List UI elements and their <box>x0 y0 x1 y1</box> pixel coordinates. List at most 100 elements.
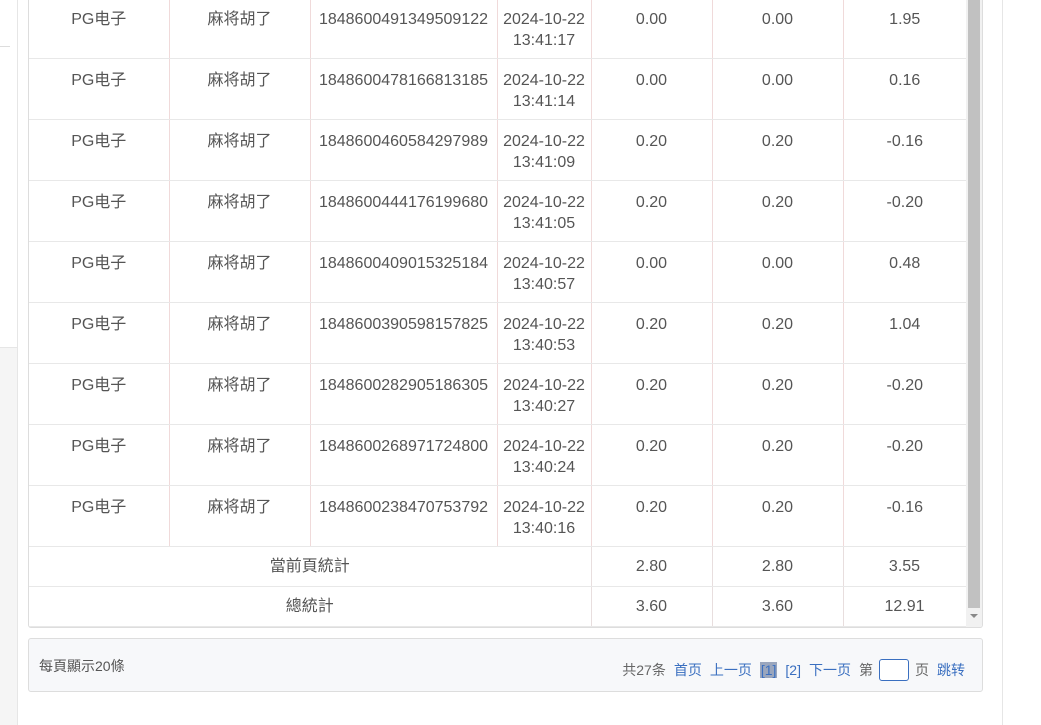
game-cell-text: 麻将胡了 <box>207 499 272 516</box>
valid-bet-cell: 0.00 <box>712 58 844 120</box>
goto-page-input[interactable] <box>879 659 909 681</box>
bet-amount-cell-text: 0.00 <box>635 72 668 89</box>
date-text: 2024-10-22 <box>503 499 585 516</box>
game-cell-text: 麻将胡了 <box>207 438 272 455</box>
platform-cell-text: PG电子 <box>71 194 127 211</box>
datetime-cell: 2024-10-22 13:40:27 <box>497 363 592 425</box>
table-row: PG电子 麻将胡了 1848600444176199680 2024-10-22 13:… <box>29 180 966 242</box>
bet-id-cell-text: 1848600478166813185 <box>318 72 489 89</box>
prev-page-link[interactable]: 上一页 <box>709 662 752 678</box>
win-loss-cell-text: 0.16 <box>889 72 921 89</box>
bet-id-cell: 1848600478166813185 <box>310 58 498 120</box>
date-text: 2024-10-22 <box>503 194 585 211</box>
bet-amount-cell-text: 0.20 <box>635 133 668 150</box>
bet-id-cell-text: 1848600460584297989 <box>318 133 489 150</box>
date-text: 2024-10-22 <box>503 11 585 28</box>
date-text: 2024-10-22 <box>503 377 585 394</box>
bet-id-cell-text: 1848600409015325184 <box>318 255 489 272</box>
bet-amount-cell-text: 0.00 <box>635 11 668 28</box>
page-1-link[interactable]: [1] <box>759 662 778 678</box>
page-summary-valid: 2.80 <box>712 546 844 587</box>
win-loss-cell: 1.95 <box>843 0 966 59</box>
vertical-scrollbar[interactable] <box>966 0 982 627</box>
bet-id-cell-text: 1848600491349509122 <box>318 11 489 28</box>
bet-id-cell-text: 1848600282905186305 <box>318 377 489 394</box>
game-cell: 麻将胡了 <box>169 119 311 181</box>
platform-cell: PG电子 <box>29 119 170 181</box>
valid-bet-cell: 0.00 <box>712 0 844 59</box>
platform-cell: PG电子 <box>29 302 170 364</box>
table-row: PG电子 麻将胡了 1848600238470753792 2024-10-22 13:… <box>29 485 966 547</box>
table-row: PG电子 麻将胡了 1848600478166813185 2024-10-22 13:… <box>29 58 966 120</box>
bet-amount-cell: 0.20 <box>591 485 713 547</box>
win-loss-cell: -0.20 <box>843 180 966 242</box>
total-summary-result: 12.91 <box>843 586 967 627</box>
date-text: 2024-10-22 <box>503 438 585 455</box>
valid-bet-cell-text: 0.20 <box>761 377 794 394</box>
valid-bet-cell-text: 0.00 <box>761 255 794 272</box>
game-cell: 麻将胡了 <box>169 58 311 120</box>
platform-cell: PG电子 <box>29 485 170 547</box>
game-cell: 麻将胡了 <box>169 485 311 547</box>
time-text: 13:40:27 <box>512 398 576 415</box>
bet-records-table-container: PG电子 麻将胡了 1848600491349509122 2024-10-22 13:… <box>28 0 983 628</box>
date-text: 2024-10-22 <box>503 72 585 89</box>
date-text: 2024-10-22 <box>503 133 585 150</box>
right-divider <box>1002 0 1003 725</box>
table-row: PG电子 麻将胡了 1848600268971724800 2024-10-22 13:… <box>29 424 966 486</box>
left-panel <box>0 0 18 725</box>
scrollbar-thumb[interactable] <box>968 0 980 608</box>
time-text: 13:41:14 <box>512 93 576 110</box>
win-loss-cell-text: -0.20 <box>886 194 923 211</box>
scroll-down-arrow-icon[interactable] <box>970 614 978 618</box>
win-loss-cell-text: -0.20 <box>886 438 923 455</box>
bet-id-cell: 1848600491349509122 <box>310 0 498 59</box>
win-loss-cell-text: -0.16 <box>886 499 923 516</box>
valid-bet-cell-text: 0.20 <box>761 438 794 455</box>
bet-id-cell: 1848600390598157825 <box>310 302 498 364</box>
jump-button[interactable]: 跳转 <box>937 662 965 678</box>
game-cell-text: 麻将胡了 <box>207 255 272 272</box>
datetime-cell: 2024-10-22 13:40:57 <box>497 241 592 303</box>
table-row: PG电子 麻将胡了 1848600390598157825 2024-10-22 13:… <box>29 302 966 364</box>
game-cell: 麻将胡了 <box>169 424 311 486</box>
bet-amount-cell-text: 0.00 <box>635 255 668 272</box>
game-cell-text: 麻将胡了 <box>207 72 272 89</box>
game-cell-text: 麻将胡了 <box>207 316 272 333</box>
page-2-link[interactable]: [2] <box>785 662 801 678</box>
bet-records-table: PG电子 麻将胡了 1848600491349509122 2024-10-22 13:… <box>29 0 967 627</box>
platform-cell-text: PG电子 <box>71 377 127 394</box>
bet-amount-cell: 0.00 <box>591 58 713 120</box>
bet-id-cell: 1848600409015325184 <box>310 241 498 303</box>
platform-cell-text: PG电子 <box>71 316 127 333</box>
time-text: 13:41:09 <box>512 154 576 171</box>
pagination-bar: 每頁顯示20條 共27条 首页 上一页 [1] [2] 下一页 第 页 跳转 <box>28 638 983 692</box>
valid-bet-cell: 0.20 <box>712 424 844 486</box>
platform-cell: PG电子 <box>29 363 170 425</box>
goto-suffix: 页 <box>915 662 929 678</box>
valid-bet-cell-text: 0.20 <box>761 499 794 516</box>
bet-amount-cell-text: 0.20 <box>635 499 668 516</box>
bet-id-cell-text: 1848600390598157825 <box>318 316 489 333</box>
next-page-link[interactable]: 下一页 <box>809 662 851 678</box>
bet-amount-cell: 0.00 <box>591 0 713 59</box>
valid-bet-cell: 0.20 <box>712 180 844 242</box>
page-summary-row: 當前頁統計 2.80 2.80 3.55 <box>29 546 967 587</box>
page-summary-label: 當前頁統計 <box>29 546 592 587</box>
win-loss-cell-text: 1.04 <box>889 316 921 333</box>
game-cell: 麻将胡了 <box>169 180 311 242</box>
bet-amount-cell-text: 0.20 <box>635 194 668 211</box>
table-row: PG电子 麻将胡了 1848600409015325184 2024-10-22 13:… <box>29 241 966 303</box>
win-loss-cell: -0.20 <box>843 424 966 486</box>
bet-id-cell: 1848600460584297989 <box>310 119 498 181</box>
datetime-cell: 2024-10-22 13:41:14 <box>497 58 592 120</box>
time-text: 13:41:05 <box>512 215 576 232</box>
game-cell: 麻将胡了 <box>169 363 311 425</box>
game-cell: 麻将胡了 <box>169 0 311 59</box>
bet-id-cell-text: 1848600444176199680 <box>318 194 489 211</box>
valid-bet-cell-text: 0.00 <box>761 11 794 28</box>
platform-cell: PG电子 <box>29 58 170 120</box>
bet-amount-cell: 0.20 <box>591 180 713 242</box>
first-page-link[interactable]: 首页 <box>673 662 702 678</box>
game-cell: 麻将胡了 <box>169 241 311 303</box>
